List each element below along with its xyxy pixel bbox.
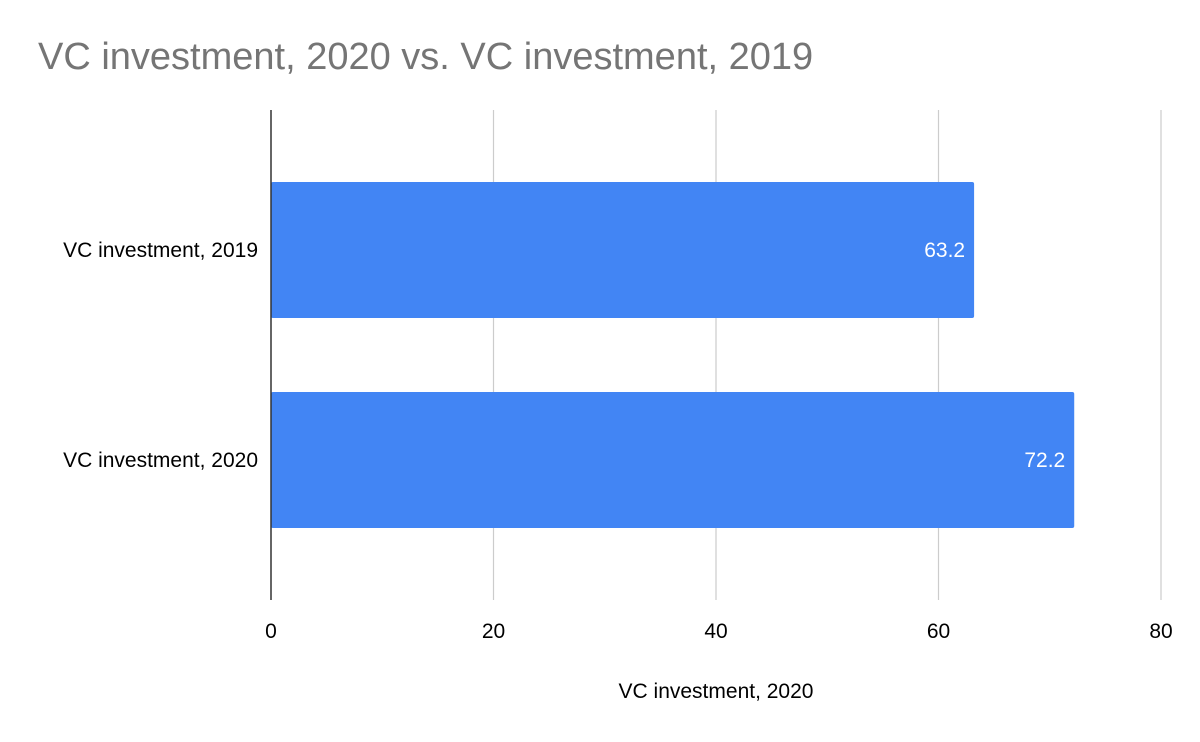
bar <box>271 392 1075 528</box>
x-tick-label: 60 <box>927 620 950 643</box>
x-tick-label: 80 <box>1149 620 1172 643</box>
bar <box>271 182 975 318</box>
category-label: VC investment, 2019 <box>63 239 258 262</box>
bars <box>271 182 1075 528</box>
labels: 0 20 40 60 80 VC investment, 2019 63.2 VC inves… <box>63 239 1173 643</box>
data-label: 63.2 <box>924 239 965 262</box>
x-axis-title: VC investment, 2020 <box>619 680 814 703</box>
chart-title: VC investment, 2020 vs. VC investment, 2… <box>38 36 814 78</box>
category-label: VC investment, 2020 <box>63 449 258 472</box>
x-tick-label: 40 <box>704 620 727 643</box>
x-tick-label: 20 <box>482 620 505 643</box>
data-label: 72.2 <box>1024 449 1065 472</box>
x-tick-label: 0 <box>265 620 277 643</box>
